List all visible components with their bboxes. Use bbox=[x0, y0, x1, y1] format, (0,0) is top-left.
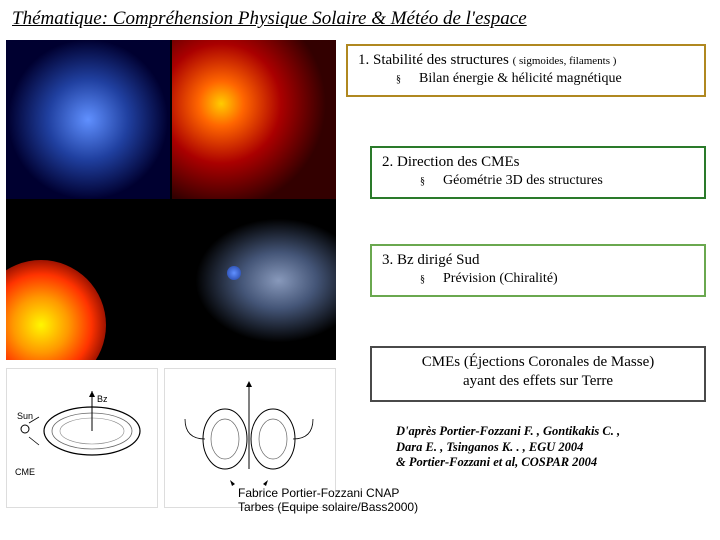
footer-line-2: Tarbes (Equipe solaire/Bass2000) bbox=[238, 500, 478, 514]
sun-image-red bbox=[172, 40, 336, 199]
topic-box-cme-effects: CMEs (Éjections Coronales de Masse) ayan… bbox=[370, 346, 706, 402]
box3-title: 3. Bz dirigé Sud bbox=[382, 252, 694, 269]
cme-sketch-left: Sun CME Bz bbox=[6, 368, 158, 508]
box1-title-main: 1. Stabilité des structures bbox=[358, 52, 513, 68]
box1-title-small: ( sigmoides, filaments ) bbox=[513, 55, 617, 67]
box2-title: 2. Direction des CMEs bbox=[382, 154, 694, 171]
bullet-icon: § bbox=[396, 74, 401, 85]
page-title: Thématique: Compréhension Physique Solai… bbox=[0, 0, 720, 36]
sun-image-flare bbox=[6, 201, 170, 360]
footer-line-1: Fabrice Portier-Fozzani CNAP bbox=[238, 486, 478, 500]
box1-item: Bilan énergie & hélicité magnétique bbox=[419, 71, 622, 87]
bullet-icon: § bbox=[420, 176, 425, 187]
topic-box-stability: 1. Stabilité des structures ( sigmoides,… bbox=[346, 44, 706, 97]
box4-line2: ayant des effets sur Terre bbox=[382, 373, 694, 390]
topic-box-direction: 2. Direction des CMEs § Géométrie 3D des… bbox=[370, 146, 706, 199]
ref-line-3: & Portier-Fozzani et al, COSPAR 2004 bbox=[396, 455, 712, 471]
footer-credit: Fabrice Portier-Fozzani CNAP Tarbes (Equ… bbox=[238, 486, 478, 515]
solar-image-grid bbox=[6, 40, 336, 360]
label-cme: CME bbox=[15, 467, 35, 477]
sun-image-blue bbox=[6, 40, 170, 199]
label-bz: Bz bbox=[97, 394, 108, 404]
ref-line-2: Dara E. , Tsinganos K. . , EGU 2004 bbox=[396, 440, 712, 456]
box2-item: Géométrie 3D des structures bbox=[443, 173, 603, 189]
references: D'après Portier-Fozzani F. , Gontikakis … bbox=[396, 424, 712, 471]
earth-magnetosphere-image bbox=[172, 201, 336, 360]
content-area: Sun CME Bz 1. Stabilité des structures bbox=[0, 36, 720, 536]
label-sun: Sun bbox=[17, 411, 33, 421]
box4-line1: CMEs (Éjections Coronales de Masse) bbox=[382, 354, 694, 371]
box1-title: 1. Stabilité des structures ( sigmoides,… bbox=[358, 52, 694, 69]
topic-box-bz: 3. Bz dirigé Sud § Prévision (Chiralité) bbox=[370, 244, 706, 297]
box3-item: Prévision (Chiralité) bbox=[443, 271, 558, 287]
bullet-icon: § bbox=[420, 274, 425, 285]
ref-line-1: D'après Portier-Fozzani F. , Gontikakis … bbox=[396, 424, 712, 440]
